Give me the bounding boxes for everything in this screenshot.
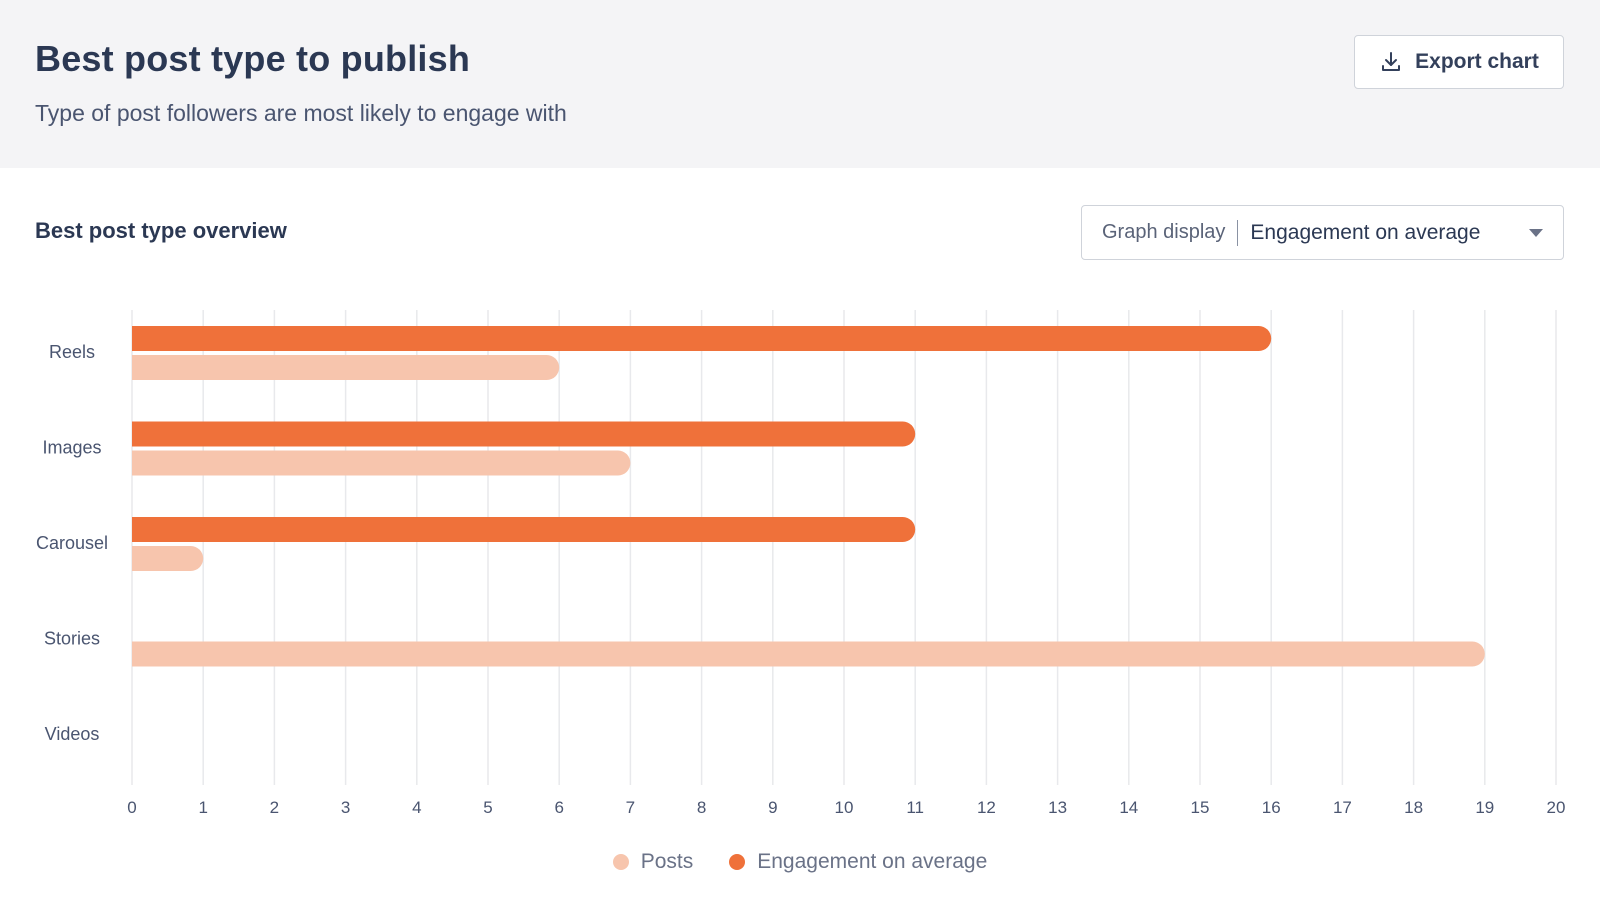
x-tick-label-12: 12 bbox=[977, 798, 996, 817]
x-tick-label-7: 7 bbox=[626, 798, 635, 817]
category-label-videos: Videos bbox=[45, 724, 100, 744]
category-label-reels: Reels bbox=[49, 342, 95, 362]
bar-engagement-reels bbox=[132, 326, 1272, 351]
x-tick-label-14: 14 bbox=[1119, 798, 1138, 817]
bar-engagement-images bbox=[132, 421, 916, 447]
x-tick-label-20: 20 bbox=[1547, 798, 1566, 817]
x-tick-label-13: 13 bbox=[1048, 798, 1067, 817]
x-tick-label-6: 6 bbox=[554, 798, 563, 817]
graph-display-value: Engagement on average bbox=[1250, 220, 1481, 244]
download-icon bbox=[1382, 52, 1401, 71]
page-title: Best post type to publish bbox=[35, 38, 471, 79]
x-tick-label-0: 0 bbox=[127, 798, 136, 817]
section-title: Best post type overview bbox=[35, 218, 287, 243]
x-tick-label-9: 9 bbox=[768, 798, 777, 817]
chart-legend: Posts Engagement on average bbox=[0, 850, 1600, 874]
x-tick-label-18: 18 bbox=[1404, 798, 1423, 817]
x-tick-label-10: 10 bbox=[835, 798, 854, 817]
legend-dot-engagement bbox=[729, 854, 746, 870]
export-chart-button[interactable]: Export chart bbox=[1354, 35, 1564, 89]
x-tick-label-4: 4 bbox=[412, 798, 421, 817]
x-tick-label-19: 19 bbox=[1475, 798, 1494, 817]
page-header: Best post type to publish Type of post f… bbox=[0, 0, 1600, 168]
bar-posts-stories bbox=[132, 641, 1485, 667]
x-tick-label-5: 5 bbox=[483, 798, 492, 817]
category-label-stories: Stories bbox=[44, 629, 100, 649]
bar-posts-reels bbox=[132, 355, 560, 380]
bar-engagement-carousel bbox=[132, 517, 916, 542]
x-tick-label-11: 11 bbox=[906, 798, 924, 817]
category-label-carousel: Carousel bbox=[36, 533, 108, 553]
graph-display-label: Graph display bbox=[1102, 221, 1226, 243]
legend-dot-posts bbox=[612, 854, 629, 870]
chevron-down-icon bbox=[1529, 229, 1543, 237]
bar-chart: 0 1 2 3 4 5 6 7 8 9 10 11 12 13 14 15 16 17 18 19 20ReelsIma… bbox=[36, 310, 1566, 817]
page-subtitle: Type of post followers are most likely t… bbox=[35, 100, 567, 126]
legend-item-posts[interactable]: Posts bbox=[612, 850, 694, 874]
x-tick-label-15: 15 bbox=[1191, 798, 1210, 817]
bar-posts-images bbox=[132, 450, 631, 476]
x-tick-label-3: 3 bbox=[341, 798, 350, 817]
legend-label-posts: Posts bbox=[640, 850, 694, 873]
x-tick-label-8: 8 bbox=[697, 798, 706, 817]
legend-label-engagement: Engagement on average bbox=[757, 850, 988, 873]
graph-display-select[interactable]: Graph display Engagement on average bbox=[1081, 205, 1564, 260]
bar-posts-carousel bbox=[132, 546, 204, 571]
legend-item-engagement[interactable]: Engagement on average bbox=[729, 850, 987, 874]
select-divider bbox=[1237, 219, 1239, 246]
category-label-images: Images bbox=[42, 438, 101, 458]
export-chart-label: Export chart bbox=[1415, 50, 1539, 73]
x-tick-label-1: 1 bbox=[198, 798, 207, 817]
x-tick-label-16: 16 bbox=[1262, 798, 1281, 817]
x-tick-label-2: 2 bbox=[270, 798, 279, 817]
x-tick-label-17: 17 bbox=[1333, 798, 1352, 817]
